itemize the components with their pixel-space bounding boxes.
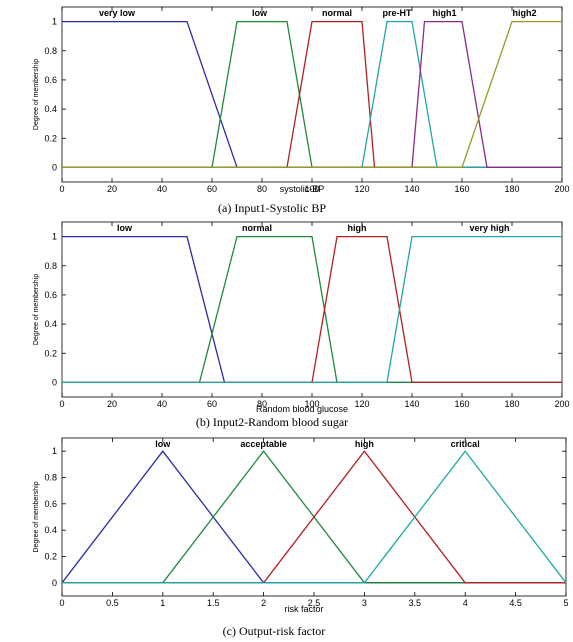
x-tick-label: 200 bbox=[554, 184, 569, 194]
x-tick-label: 160 bbox=[454, 184, 469, 194]
series-line-high bbox=[62, 450, 566, 584]
y-tick-label: 0.2 bbox=[44, 348, 57, 358]
y-tick-label: 1 bbox=[52, 232, 57, 242]
chart-panel-2: 0 20 40 60 80 100 120 140 160 180 200 0 0.2 0.4 0.6 0.8… bbox=[33, 221, 570, 429]
figure-caption: (b) Input2-Random blood sugar bbox=[196, 415, 348, 429]
x-tick-label: 80 bbox=[257, 399, 267, 409]
y-tick-label: 0.4 bbox=[44, 319, 57, 329]
y-tick-label: 0 bbox=[52, 578, 57, 588]
x-tick-label: 2.5 bbox=[308, 598, 321, 608]
membership-label: critical bbox=[451, 439, 480, 449]
x-tick-label: 180 bbox=[504, 399, 519, 409]
series-line-normal bbox=[62, 235, 562, 384]
x-tick-label: 0 bbox=[59, 598, 64, 608]
y-tick-label: 0.6 bbox=[44, 290, 57, 300]
x-tick-label: 4 bbox=[463, 598, 468, 608]
y-tick-label: 0 bbox=[52, 377, 57, 387]
x-tick-label: 80 bbox=[257, 184, 267, 194]
y-tick-label: 0.6 bbox=[44, 75, 57, 85]
membership-label: low bbox=[252, 8, 268, 18]
x-tick-label: 1.5 bbox=[207, 598, 220, 608]
membership-label: pre-HT bbox=[383, 8, 413, 18]
x-axis-label: risk factor bbox=[284, 604, 323, 614]
y-tick-label: 0.2 bbox=[44, 552, 57, 562]
series-line-very-high bbox=[62, 235, 562, 384]
x-tick-label: 5 bbox=[563, 598, 568, 608]
series-line-critical bbox=[62, 450, 567, 584]
series-line-high bbox=[62, 235, 562, 384]
series-line-high2 bbox=[62, 20, 562, 169]
membership-label: very high bbox=[469, 223, 509, 233]
x-tick-label: 140 bbox=[404, 184, 419, 194]
x-tick-label: 120 bbox=[354, 399, 369, 409]
y-tick-label: 0.2 bbox=[44, 133, 57, 143]
plot-frame bbox=[61, 221, 563, 398]
membership-label: low bbox=[117, 223, 133, 233]
x-tick-label: 3.5 bbox=[409, 598, 422, 608]
x-tick-label: 180 bbox=[504, 184, 519, 194]
chart-panel-1: 0 20 40 60 80 100 120 140 160 180 200 0 0.2 0.4 0.6 0.8… bbox=[33, 6, 570, 215]
y-tick-label: 0.4 bbox=[44, 525, 57, 535]
membership-label: very low bbox=[99, 8, 136, 18]
x-tick-label: 60 bbox=[207, 184, 217, 194]
membership-label: normal bbox=[242, 223, 272, 233]
x-tick-label: 60 bbox=[207, 399, 217, 409]
membership-label: low bbox=[155, 439, 171, 449]
x-axis-label: Random blood glucose bbox=[256, 404, 348, 414]
series-line-low bbox=[62, 235, 562, 384]
y-tick-label: 0.8 bbox=[44, 473, 57, 483]
x-tick-label: 160 bbox=[454, 399, 469, 409]
figure-caption: (c) Output-risk factor bbox=[223, 624, 326, 638]
membership-label: acceptable bbox=[240, 439, 287, 449]
y-axis-label: Degree of membership bbox=[33, 59, 40, 130]
membership-label: high2 bbox=[513, 8, 537, 18]
x-tick-label: 0 bbox=[59, 399, 64, 409]
membership-label: high1 bbox=[433, 8, 457, 18]
x-tick-label: 2 bbox=[261, 598, 266, 608]
x-tick-label: 100 bbox=[304, 184, 319, 194]
y-axis-label: Degree of membership bbox=[33, 481, 40, 552]
x-tick-label: 100 bbox=[304, 399, 319, 409]
x-tick-label: 200 bbox=[554, 399, 569, 409]
membership-label: high bbox=[348, 223, 367, 233]
x-axis-label: systolic-BP bbox=[280, 184, 325, 194]
membership-label: high bbox=[355, 439, 374, 449]
y-tick-label: 0.8 bbox=[44, 46, 57, 56]
chart-panel-3: 0 0.5 1 1.5 2 2.5 3 3.5 4 4.5 5 0 0.2 0.4 0.6 0.8 1 low ac… bbox=[33, 437, 569, 638]
y-tick-label: 0.6 bbox=[44, 499, 57, 509]
y-tick-label: 0.8 bbox=[44, 261, 57, 271]
x-tick-label: 4.5 bbox=[509, 598, 522, 608]
y-tick-label: 1 bbox=[52, 17, 57, 27]
y-axis-label: Degree of membership bbox=[33, 274, 40, 345]
x-tick-label: 40 bbox=[157, 399, 167, 409]
x-tick-label: 0.5 bbox=[106, 598, 119, 608]
y-tick-label: 0 bbox=[52, 162, 57, 172]
x-tick-label: 140 bbox=[404, 399, 419, 409]
x-tick-label: 20 bbox=[107, 184, 117, 194]
y-tick-label: 0.4 bbox=[44, 104, 57, 114]
y-tick-label: 1 bbox=[52, 446, 57, 456]
x-tick-label: 40 bbox=[157, 184, 167, 194]
x-tick-label: 120 bbox=[354, 184, 369, 194]
x-tick-label: 20 bbox=[107, 399, 117, 409]
x-tick-label: 1 bbox=[160, 598, 165, 608]
figure-caption: (a) Input1-Systolic BP bbox=[218, 201, 326, 215]
x-tick-label: 3 bbox=[362, 598, 367, 608]
x-tick-label: 0 bbox=[59, 184, 64, 194]
membership-label: normal bbox=[322, 8, 352, 18]
